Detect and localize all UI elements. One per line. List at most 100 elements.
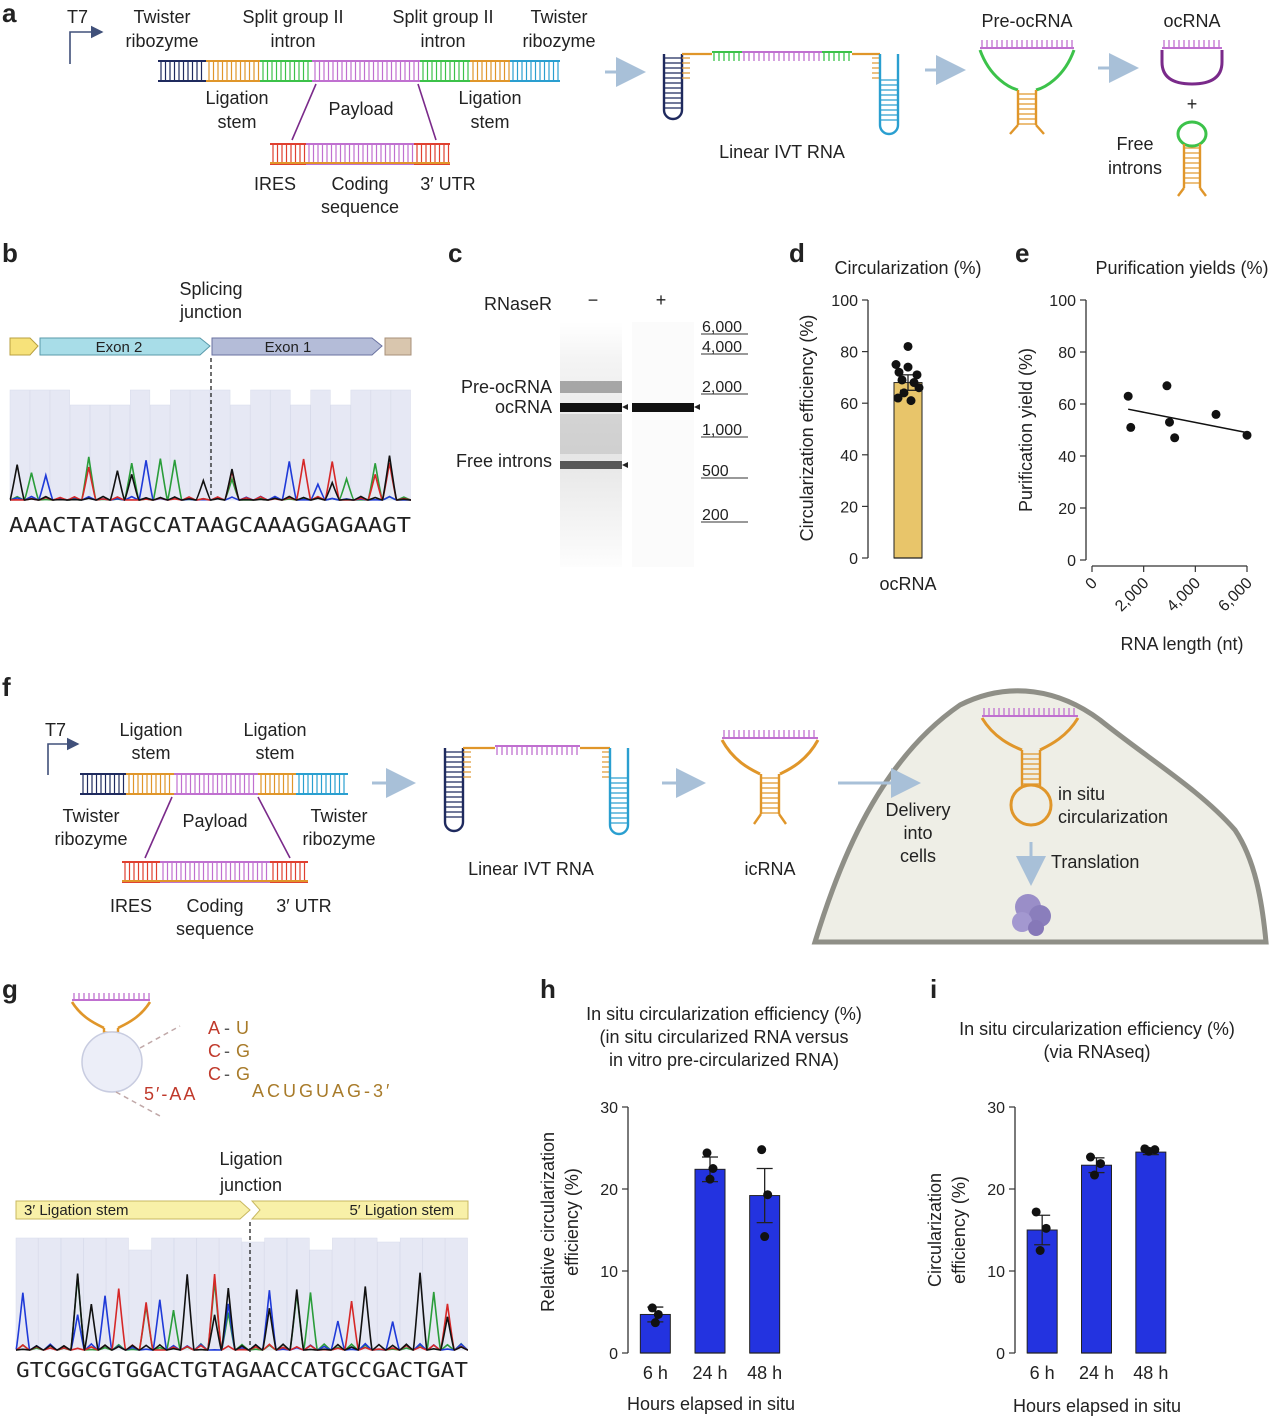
payload-detail-f [122, 861, 308, 883]
quality-bar [445, 1237, 468, 1351]
data-point [705, 1174, 715, 1184]
quality-bar [264, 1237, 287, 1351]
marker-free-introns [622, 462, 628, 468]
linear-ivt-label-a: Linear IVT RNA [719, 142, 845, 162]
twister-left-label-1: Twister [133, 7, 190, 27]
chart-h-plot: 0 10 20 30 6 h 24 h 48 h [600, 1100, 782, 1383]
quality-bar [128, 1249, 152, 1351]
ligation-right-f-1: Ligation [243, 720, 306, 740]
quality-bar [370, 389, 391, 501]
icrna-structure [720, 730, 820, 825]
y-tick-label: 40 [1058, 449, 1076, 466]
sequence-b: AAACTATAGCCATAAGCAAAGGAGAAGT [9, 513, 411, 537]
band-pre-ocrna [560, 381, 622, 393]
bar [1081, 1164, 1112, 1354]
utr-label: 3′ UTR [420, 174, 475, 194]
splicing-label-1: Splicing [179, 279, 242, 299]
category-label: 6 h [643, 1363, 668, 1383]
y-tick-label: 20 [1058, 501, 1076, 518]
chart-d-plot: 0 20 40 60 80 100 [831, 293, 924, 568]
intron-loop [1176, 120, 1208, 148]
ladder-label: 1,000 [702, 422, 742, 439]
ligation-left-label-1: Ligation [205, 88, 268, 108]
data-point [702, 1148, 712, 1158]
ladder-label: 500 [702, 463, 729, 480]
band-ocrna-minus [560, 403, 622, 412]
trace-c [15, 1290, 469, 1351]
data-point [760, 1232, 770, 1242]
panel-f-letter: f [2, 672, 11, 702]
quality-bar [219, 1237, 242, 1351]
right-hairpin [878, 54, 900, 136]
right-hairpin-f [608, 748, 630, 836]
quality-bar [350, 389, 371, 501]
band-label-free-introns: Free introns [456, 451, 552, 471]
y-tick-label: 10 [987, 1264, 1005, 1281]
data-point [1242, 430, 1252, 440]
panel-i: i In situ circularization efficiency (%)… [925, 974, 1235, 1416]
x-tick-label: 4,000 [1164, 575, 1204, 615]
mini-arm-left [70, 1001, 105, 1030]
exon1-arrow [211, 337, 383, 356]
pair-base-right: G [236, 1064, 250, 1084]
y-tick-label: 40 [840, 448, 858, 465]
exon-left-stub [9, 337, 39, 356]
ligation-left-label-2: stem [217, 112, 256, 132]
y-tick-label: 100 [831, 293, 858, 310]
data-point [912, 370, 922, 380]
payload-label: Payload [328, 99, 393, 119]
ladder: 6,000 4,000 2,000 1,000 500 200 [701, 319, 748, 524]
payload-expand-left-f [144, 796, 173, 859]
data-point [909, 378, 919, 388]
trace-g [15, 1273, 469, 1351]
bar [893, 382, 923, 559]
band-label-pre-ocrna: Pre-ocRNA [461, 377, 552, 397]
ocrna-ring [1160, 50, 1224, 86]
t7-promoter-arrow [69, 25, 104, 64]
chart-h-ylabel-1: Relative circularization [538, 1132, 558, 1312]
trend-line [1128, 408, 1248, 434]
chart-h-ylabel-2: efficiency (%) [562, 1168, 582, 1276]
y-tick-label: 0 [1067, 553, 1076, 570]
data-point [1041, 1223, 1051, 1233]
ires-label-f: IRES [110, 896, 152, 916]
icrna-arm-right [779, 739, 820, 776]
free-introns-label-1: Free [1116, 134, 1153, 154]
data-point [757, 1145, 767, 1155]
exon2-arrow [39, 337, 211, 356]
ladder-label: 4,000 [702, 339, 742, 356]
base-pairs: A - UC - GC - G [208, 1018, 250, 1084]
split-right-label-2: intron [420, 31, 465, 51]
category-label: 48 h [747, 1363, 782, 1383]
delivery-label-1: Delivery [885, 800, 950, 820]
ligation-left-f-2: stem [131, 743, 170, 763]
y-tick-label: 10 [600, 1264, 618, 1281]
category-label: 6 h [1030, 1363, 1055, 1383]
y-tick-label: 0 [849, 551, 858, 568]
panel-e-letter: e [1015, 238, 1029, 268]
marker-ocrna-plus [694, 404, 700, 410]
twister-right-f-2: ribozyme [302, 829, 375, 849]
three-prime-seq: ACUGUAG-3′ [252, 1081, 392, 1101]
quality-bar [170, 389, 191, 501]
panel-i-letter: i [930, 974, 937, 1004]
rnaser-minus: − [588, 290, 599, 310]
zoom-circle [81, 1031, 143, 1093]
chart-h-xlabel: Hours elapsed in situ [627, 1394, 795, 1414]
cell-rna-loop [1009, 783, 1053, 827]
twister-right-f-1: Twister [310, 806, 367, 826]
panel-h-letter: h [540, 974, 556, 1004]
category-label: 24 h [692, 1363, 727, 1383]
stem3-arrow [15, 1200, 251, 1220]
split-left-label-2: intron [270, 31, 315, 51]
payload-expand-right-f [257, 796, 291, 859]
payload-expand-right [417, 83, 437, 141]
y-tick-label: 30 [600, 1100, 618, 1117]
data-point [647, 1303, 657, 1313]
data-point [1035, 1246, 1045, 1255]
pair-base-right: U [236, 1018, 249, 1038]
in-situ-label-2: circularization [1058, 807, 1168, 827]
chart-e-ylabel: Purification yield (%) [1016, 348, 1036, 512]
payload-expand-left [291, 83, 317, 141]
